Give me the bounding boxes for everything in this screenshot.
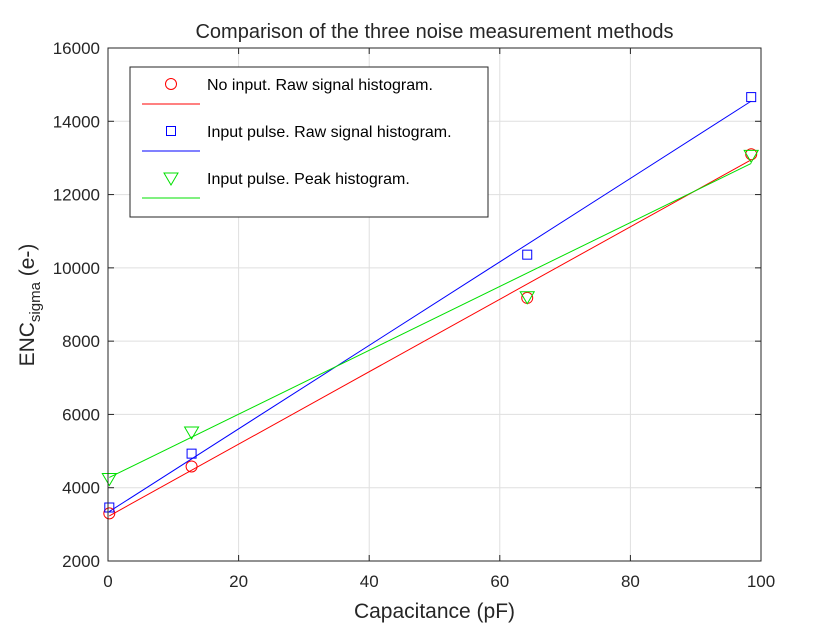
data-point-series-3 xyxy=(101,473,118,487)
y-tick-label: 14000 xyxy=(53,112,100,131)
data-point-series-3 xyxy=(743,149,760,164)
chart-title: Comparison of the three noise measuremen… xyxy=(195,21,673,43)
legend-label-3: Input pulse. Peak histogram. xyxy=(207,171,410,188)
data-point-series-3 xyxy=(183,426,200,441)
fit-line-series-1 xyxy=(109,159,752,517)
legend-marker-3 xyxy=(163,172,179,186)
y-tick-label: 16000 xyxy=(53,39,100,58)
data-point-series-1 xyxy=(103,507,116,520)
data-point-series-3 xyxy=(519,291,536,305)
data-point-series-2 xyxy=(746,92,757,103)
legend-box xyxy=(129,66,489,218)
data-markers xyxy=(101,92,760,520)
axis-ticks: 0 20 40 60 80 100 2000 4000 6000 8000 10000 12000 14… xyxy=(53,39,775,591)
legend-label-1: No input. Raw signal histogram. xyxy=(207,77,433,94)
data-point-series-1 xyxy=(185,460,198,473)
fit-lines xyxy=(109,100,752,517)
x-tick-label: 100 xyxy=(747,572,775,591)
data-point-series-1 xyxy=(745,148,758,161)
y-axis-title-main: ENC xyxy=(16,322,39,366)
data-point-series-2 xyxy=(186,448,197,459)
y-axis-title-subscript: sigma xyxy=(27,281,44,322)
x-tick-label: 0 xyxy=(103,572,112,591)
y-tick-label: 12000 xyxy=(53,186,100,205)
fit-line-series-2 xyxy=(109,100,752,512)
legend-marker-2 xyxy=(166,126,176,136)
y-tick-label: 8000 xyxy=(62,332,100,351)
x-tick-label: 20 xyxy=(229,572,248,591)
data-point-series-2 xyxy=(522,249,533,260)
y-tick-label: 2000 xyxy=(62,552,100,571)
y-axis-title-units: (e-) xyxy=(16,244,39,283)
y-tick-label: 6000 xyxy=(62,405,100,424)
x-tick-label: 60 xyxy=(490,572,509,591)
fit-line-series-3 xyxy=(109,162,752,478)
legend: No input. Raw signal histogram. Input pul… xyxy=(129,66,489,218)
x-tick-label: 40 xyxy=(360,572,379,591)
legend-label-2: Input pulse. Raw signal histogram. xyxy=(207,124,452,141)
x-tick-label: 80 xyxy=(621,572,640,591)
x-axis-title: Capacitance (pF) xyxy=(354,600,515,623)
y-tick-label: 4000 xyxy=(62,479,100,498)
y-axis-title: ENCsigma (e-) xyxy=(16,244,44,367)
y-tick-label: 10000 xyxy=(53,259,100,278)
data-point-series-2 xyxy=(104,502,115,513)
legend-marker-1 xyxy=(165,78,177,90)
plot-frame xyxy=(107,47,762,562)
